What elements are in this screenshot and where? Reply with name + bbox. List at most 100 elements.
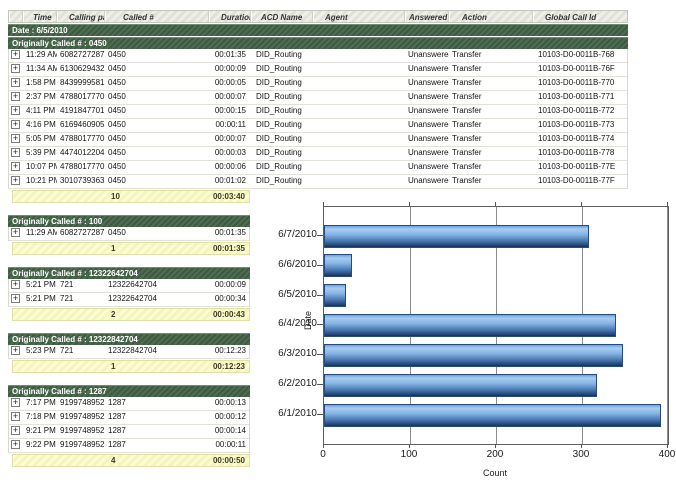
y-tick [317, 384, 323, 385]
cell-calling-party: 6130629432 [60, 64, 105, 73]
cell-called: 0450 [108, 64, 126, 73]
group-section: Originally Called # : 1287 +7:17 PM 919974… [8, 385, 628, 467]
expand-cell: + [9, 345, 23, 358]
summary-row: 10 00:03:40 [12, 190, 250, 203]
expand-icon[interactable]: + [11, 175, 20, 185]
cell-action: Transfer [452, 162, 482, 171]
expand-icon[interactable]: + [11, 411, 20, 421]
cell-time: 2:37 PM [26, 92, 56, 101]
x-tick-bottom [667, 444, 668, 448]
x-tick-bottom [323, 444, 324, 448]
cell-action: Transfer [452, 106, 482, 115]
cell-duration: 00:00:03 [214, 148, 246, 157]
group-rows: +11:29 AM 6082727287 0450 00:01:35 [8, 227, 250, 241]
expand-icon[interactable]: + [11, 279, 20, 289]
expand-icon[interactable]: + [11, 63, 20, 73]
bar-6/1/2010[interactable] [324, 403, 661, 427]
chart-x-axis-label: Count [482, 468, 508, 478]
expand-icon[interactable]: + [11, 49, 20, 59]
data-row: +10:21 PM 3010739363 0450 00:01:02 DID_Routi… [9, 175, 627, 189]
cell-called: 12322642704 [108, 280, 157, 289]
expand-cell: + [9, 279, 23, 292]
cell-calling-party: 721 [60, 294, 74, 303]
cell-action: Transfer [452, 134, 482, 143]
cell-answered: Unanswered [408, 148, 449, 157]
cell-acd-name: DID_Routing [256, 106, 302, 115]
category-label: 6/5/2010 [278, 289, 317, 300]
x-tick-label: 0 [320, 449, 326, 460]
cell-duration: 00:01:35 [214, 50, 246, 59]
bar-6/7/2010[interactable] [324, 224, 589, 248]
cell-called: 0450 [108, 134, 126, 143]
x-tick-label: 100 [400, 449, 418, 460]
date-band: Date : 6/5/2010 [8, 24, 628, 36]
cell-time: 1:58 PM [26, 78, 56, 87]
cell-global-call-id: 10103-D0-0011B-772 [538, 106, 615, 115]
expand-icon[interactable]: + [11, 345, 20, 355]
expand-cell: + [9, 63, 23, 76]
cell-duration: 00:00:07 [214, 134, 246, 143]
cell-calling-party: 4191847701 [60, 106, 105, 115]
expand-icon[interactable]: + [11, 105, 20, 115]
cell-action: Transfer [452, 64, 482, 73]
bar-6/5/2010[interactable] [324, 284, 346, 308]
column-header-answered: Answered [405, 11, 449, 22]
expand-icon[interactable]: + [11, 293, 20, 303]
group-rows: +7:17 PM 9199748952 1287 00:00:13 +7:18 PM 91… [8, 397, 250, 453]
cell-duration: 00:00:09 [214, 280, 246, 289]
expand-icon[interactable]: + [11, 119, 20, 129]
cell-global-call-id: 10103-D0-0011B-770 [538, 78, 615, 87]
expand-icon[interactable]: + [11, 147, 20, 157]
expand-icon[interactable]: + [11, 425, 20, 435]
cell-acd-name: DID_Routing [256, 78, 302, 87]
cell-calling-party: 4788017770 [60, 134, 105, 143]
cell-answered: Unanswered [408, 176, 449, 185]
expand-icon[interactable]: + [11, 439, 20, 449]
bar-6/2/2010[interactable] [324, 373, 597, 397]
expand-icon[interactable]: + [11, 227, 20, 237]
cell-called: 1287 [108, 412, 126, 421]
y-tick [317, 414, 323, 415]
data-row: +9:21 PM 9199748952 1287 00:00:14 [9, 425, 249, 439]
bar-6/3/2010[interactable] [324, 343, 623, 367]
expand-icon[interactable]: + [11, 397, 20, 407]
cell-calling-party: 6082727287 [60, 50, 105, 59]
report-groups: Originally Called # : 0450 +11:29 AM 60827… [8, 37, 628, 467]
cell-calling-party: 6082727287 [60, 228, 105, 237]
cell-called: 12322842704 [108, 346, 157, 355]
cell-answered: Unanswered [408, 162, 449, 171]
cell-called: 0450 [108, 106, 126, 115]
expand-icon[interactable]: + [11, 133, 20, 143]
data-row: +5:39 PM 4474012204 0450 00:00:03 DID_Routin… [9, 147, 627, 161]
summary-count: 10 [111, 192, 120, 201]
y-tick [317, 295, 323, 296]
table-header: Time Calling party # Called # Duration A… [8, 10, 628, 23]
summary-duration: 00:00:43 [212, 310, 245, 319]
expand-icon[interactable]: + [11, 77, 20, 87]
cell-acd-name: DID_Routing [256, 176, 302, 185]
data-row: +11:34 AM 6130629432 0450 00:00:09 DID_Routi… [9, 63, 627, 77]
expand-cell: + [9, 91, 23, 104]
column-header-calling-party: Calling party # [57, 11, 105, 22]
cell-answered: Unanswered [408, 134, 449, 143]
cell-duration: 00:00:11 [215, 440, 246, 449]
cell-duration: 00:00:12 [214, 412, 246, 421]
cell-called: 1287 [108, 426, 126, 435]
cell-time: 9:22 PM [26, 440, 56, 449]
category-label: 6/6/2010 [278, 259, 317, 270]
expand-cell: + [9, 439, 23, 452]
expand-cell: + [9, 227, 23, 240]
cell-time: 5:05 PM [26, 134, 56, 143]
summary-row: 4 00:00:50 [12, 454, 250, 467]
cell-duration: 00:00:05 [214, 78, 246, 87]
bar-6/4/2010[interactable] [324, 314, 616, 337]
summary-row: 1 00:01:35 [12, 242, 250, 255]
expand-icon[interactable]: + [11, 91, 20, 101]
y-tick [317, 235, 323, 236]
expand-icon[interactable]: + [11, 161, 20, 171]
y-tick [317, 265, 323, 266]
y-tick [317, 354, 323, 355]
bar-6/6/2010[interactable] [324, 254, 352, 278]
data-row: +7:18 PM 9199748952 1287 00:00:12 [9, 411, 249, 425]
